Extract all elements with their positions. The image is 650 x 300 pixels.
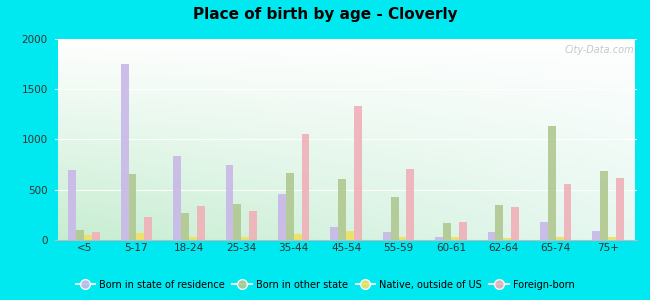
Bar xyxy=(338,179,346,240)
Bar xyxy=(495,205,503,240)
Bar xyxy=(173,156,181,240)
Bar xyxy=(488,232,495,240)
Bar xyxy=(443,223,451,240)
Bar xyxy=(556,237,564,240)
Bar xyxy=(68,169,76,240)
Bar xyxy=(451,237,459,240)
Bar xyxy=(616,178,624,240)
Bar xyxy=(503,238,511,240)
Bar xyxy=(121,64,129,240)
Bar xyxy=(226,165,233,240)
Bar xyxy=(592,231,601,240)
Bar xyxy=(144,217,152,240)
Bar xyxy=(346,231,354,240)
Bar xyxy=(76,230,84,240)
Bar xyxy=(302,134,309,240)
Bar xyxy=(548,126,556,240)
Bar xyxy=(564,184,571,240)
Bar xyxy=(330,227,338,240)
Bar xyxy=(197,206,205,240)
Bar xyxy=(181,213,189,240)
Bar xyxy=(391,197,398,240)
Bar xyxy=(383,232,391,240)
Bar xyxy=(129,174,136,240)
Bar xyxy=(511,207,519,240)
Bar xyxy=(436,237,443,240)
Bar xyxy=(406,169,414,240)
Text: Place of birth by age - Cloverly: Place of birth by age - Cloverly xyxy=(192,8,458,22)
Legend: Born in state of residence, Born in other state, Native, outside of US, Foreign-: Born in state of residence, Born in othe… xyxy=(72,276,578,294)
Bar xyxy=(459,222,467,240)
Bar xyxy=(278,194,286,240)
Bar xyxy=(294,234,302,240)
Bar xyxy=(241,237,249,240)
Bar xyxy=(249,211,257,240)
Bar xyxy=(608,237,616,240)
Bar xyxy=(189,237,197,240)
Text: City-Data.com: City-Data.com xyxy=(564,45,634,55)
Bar xyxy=(84,235,92,240)
Bar xyxy=(136,233,144,240)
Bar xyxy=(286,173,294,240)
Bar xyxy=(354,106,362,240)
Bar xyxy=(540,222,548,240)
Bar xyxy=(398,237,406,240)
Bar xyxy=(601,171,608,240)
Bar xyxy=(233,204,241,240)
Bar xyxy=(92,232,100,240)
